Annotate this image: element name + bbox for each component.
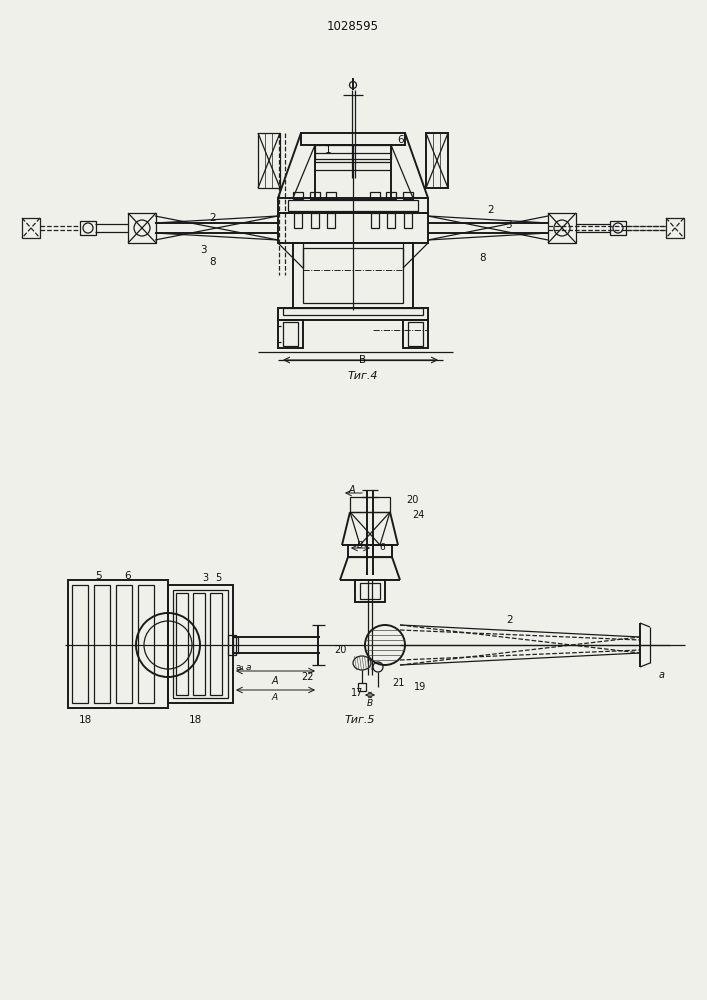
Text: 1028595: 1028595 [327, 19, 379, 32]
Bar [278, 198, 428, 213]
Bar [94, 585, 110, 703]
Text: a: a [245, 662, 251, 672]
Bar [403, 192, 413, 199]
Bar [210, 593, 222, 695]
Bar [408, 322, 423, 346]
Bar [548, 213, 576, 243]
Bar [72, 585, 88, 703]
Text: B: B [359, 355, 366, 365]
Bar [138, 585, 154, 703]
Text: A: A [272, 692, 278, 702]
Bar [360, 583, 380, 599]
Text: 20: 20 [334, 645, 346, 655]
Bar [288, 200, 418, 211]
Text: 18: 18 [188, 715, 201, 725]
Text: A: A [271, 676, 279, 686]
Text: 3: 3 [505, 220, 511, 230]
Bar [326, 192, 336, 199]
Bar [80, 221, 96, 235]
Bar [22, 218, 40, 238]
Bar [355, 580, 385, 602]
Text: 19: 19 [414, 682, 426, 692]
Bar [168, 585, 233, 703]
Bar [327, 213, 335, 228]
Bar [293, 243, 413, 308]
Text: A: A [349, 485, 356, 495]
Bar [283, 322, 298, 346]
Bar [348, 545, 392, 557]
Bar [310, 192, 320, 199]
Bar [666, 218, 684, 238]
Text: 2: 2 [488, 205, 494, 215]
Bar [278, 320, 303, 348]
Bar [315, 145, 391, 200]
Text: 6: 6 [124, 571, 132, 581]
Bar [426, 133, 448, 188]
Bar [610, 221, 626, 235]
Bar [370, 192, 380, 199]
Text: 3: 3 [199, 245, 206, 255]
Bar [193, 593, 205, 695]
Text: Τиг.4: Τиг.4 [348, 371, 378, 381]
Bar [128, 213, 156, 243]
Bar [358, 683, 366, 691]
Bar [278, 213, 428, 243]
Bar [278, 308, 428, 320]
Bar [301, 133, 405, 145]
Bar [258, 133, 280, 188]
Text: 18: 18 [78, 715, 92, 725]
Text: 20: 20 [406, 495, 418, 505]
Text: B: B [357, 540, 363, 550]
Bar [68, 580, 168, 708]
Text: 3: 3 [202, 573, 208, 583]
Text: 24: 24 [411, 510, 424, 520]
Bar [315, 145, 391, 159]
Bar [387, 213, 395, 228]
Text: 6: 6 [397, 135, 404, 145]
Text: 22: 22 [302, 672, 314, 682]
Bar [303, 248, 403, 303]
Text: 5: 5 [95, 571, 101, 581]
Text: 2: 2 [507, 615, 513, 625]
Bar [233, 637, 238, 653]
Bar [350, 497, 390, 512]
Text: 6: 6 [379, 542, 385, 552]
Text: 17: 17 [351, 688, 363, 698]
Text: B: B [367, 698, 373, 708]
Text: 8: 8 [210, 257, 216, 267]
Text: 1: 1 [325, 145, 332, 155]
Bar [228, 635, 236, 655]
Bar [293, 192, 303, 199]
Text: 2: 2 [210, 213, 216, 223]
Bar [403, 320, 428, 348]
Bar [311, 213, 319, 228]
Bar [386, 192, 396, 199]
Bar [116, 585, 132, 703]
Text: a: a [659, 670, 665, 680]
Bar [371, 213, 379, 228]
Text: 21: 21 [392, 678, 404, 688]
Bar [176, 593, 188, 695]
Text: 5: 5 [215, 573, 221, 583]
Bar [404, 213, 412, 228]
Bar [294, 213, 302, 228]
Text: a₁: a₁ [235, 662, 245, 672]
Bar [173, 590, 228, 698]
Text: Τиг.5: Τиг.5 [345, 715, 375, 725]
Text: 8: 8 [479, 253, 486, 263]
Bar [283, 308, 423, 315]
